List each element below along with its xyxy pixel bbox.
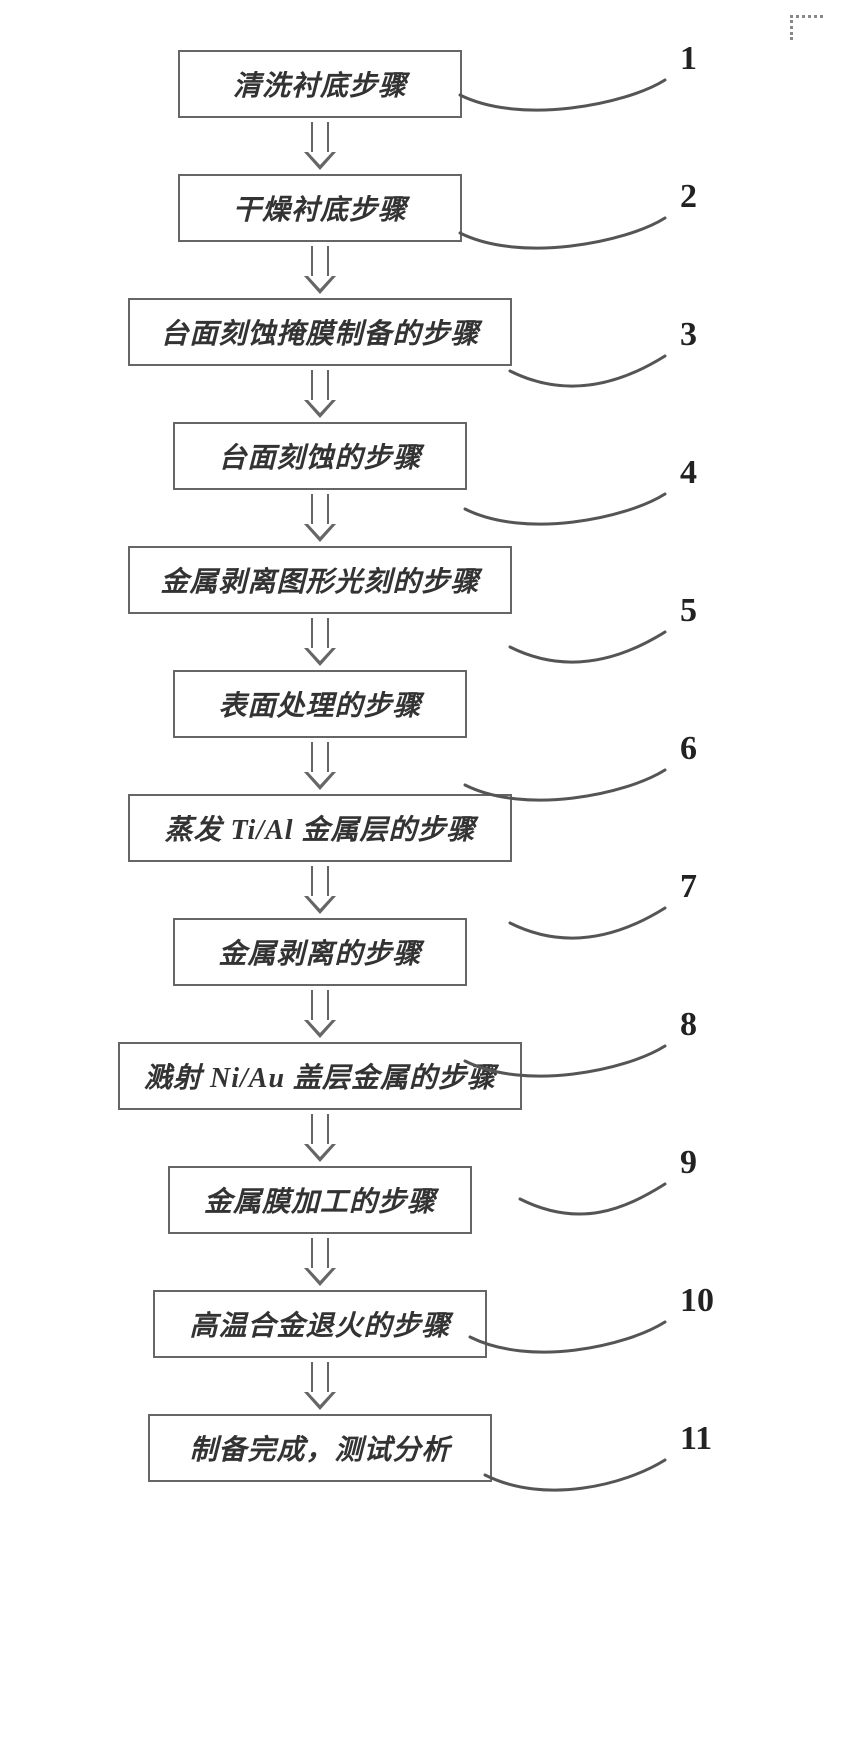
step-number-1: 1 [680, 40, 697, 78]
step-number-6: 6 [680, 730, 697, 768]
flow-arrow [100, 366, 540, 422]
flow-box-2: 干燥衬底步骤 [178, 174, 462, 242]
step-number-2: 2 [680, 178, 697, 216]
flow-box-6: 表面处理的步骤 [173, 670, 467, 738]
step-number-9: 9 [680, 1144, 697, 1182]
flow-box-3: 台面刻蚀掩膜制备的步骤 [128, 298, 512, 366]
corner-mark [790, 15, 823, 40]
step-number-10: 10 [680, 1282, 714, 1320]
flow-arrow [100, 1110, 540, 1166]
flow-box-9: 溅射 Ni/Au 盖层金属的步骤 [118, 1042, 522, 1110]
flow-box-10: 金属膜加工的步骤 [168, 1166, 472, 1234]
label-connector [520, 1184, 665, 1214]
step-number-7: 7 [680, 868, 697, 906]
flowchart-column: 清洗衬底步骤干燥衬底步骤台面刻蚀掩膜制备的步骤台面刻蚀的步骤金属剥离图形光刻的步… [100, 50, 540, 1482]
step-number-5: 5 [680, 592, 697, 630]
flow-box-5: 金属剥离图形光刻的步骤 [128, 546, 512, 614]
step-number-3: 3 [680, 316, 697, 354]
step-number-11: 11 [680, 1420, 712, 1458]
flow-arrow [100, 1358, 540, 1414]
flow-box-8: 金属剥离的步骤 [173, 918, 467, 986]
flow-arrow [100, 1234, 540, 1290]
step-number-8: 8 [680, 1006, 697, 1044]
flow-arrow [100, 614, 540, 670]
flow-arrow [100, 118, 540, 174]
flow-box-1: 清洗衬底步骤 [178, 50, 462, 118]
flow-box-7: 蒸发 Ti/Al 金属层的步骤 [128, 794, 512, 862]
flow-box-11: 高温合金退火的步骤 [153, 1290, 487, 1358]
flow-arrow [100, 986, 540, 1042]
flow-arrow [100, 242, 540, 298]
step-number-4: 4 [680, 454, 697, 492]
flow-arrow [100, 738, 540, 794]
flow-box-12: 制备完成，测试分析 [148, 1414, 492, 1482]
flow-box-4: 台面刻蚀的步骤 [173, 422, 467, 490]
flow-arrow [100, 490, 540, 546]
flow-arrow [100, 862, 540, 918]
